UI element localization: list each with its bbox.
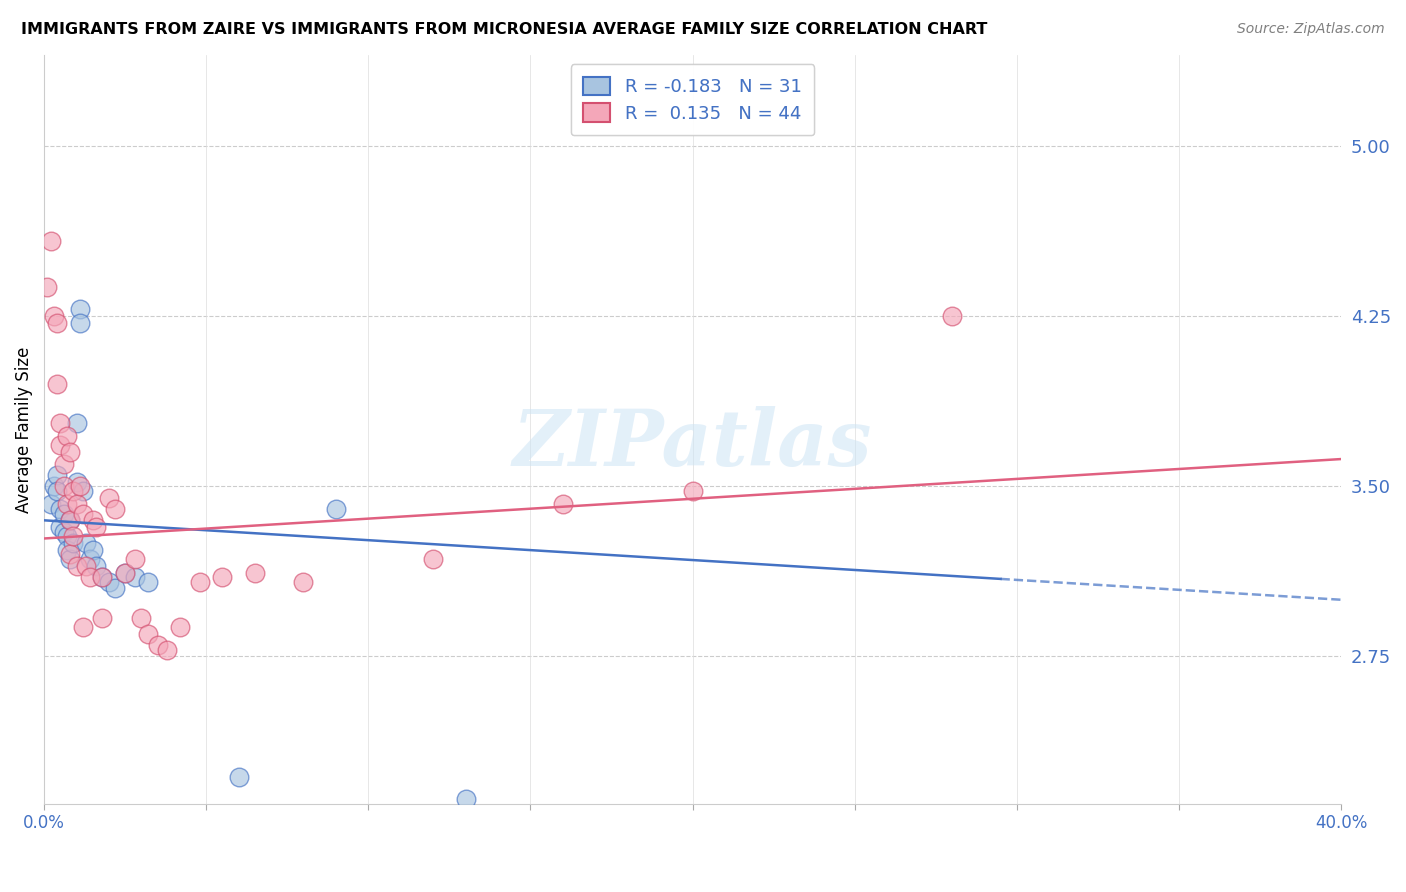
Point: [114, 566, 136, 580]
Point: [52, 479, 75, 493]
Point: [188, 574, 211, 589]
Point: [46, 483, 69, 498]
Point: [146, 638, 169, 652]
Point: [114, 566, 136, 580]
Point: [62, 529, 84, 543]
Legend: R = -0.183   N = 31, R =  0.135   N = 44: R = -0.183 N = 31, R = 0.135 N = 44: [571, 64, 814, 136]
Point: [941, 309, 963, 323]
Point: [156, 642, 179, 657]
Point: [56, 429, 79, 443]
Point: [52, 457, 75, 471]
Point: [91, 611, 114, 625]
Point: [84, 520, 107, 534]
Point: [46, 316, 69, 330]
Point: [104, 502, 127, 516]
Point: [91, 570, 114, 584]
Point: [124, 552, 146, 566]
Point: [75, 558, 97, 573]
Point: [243, 566, 266, 580]
Point: [72, 507, 94, 521]
Point: [72, 620, 94, 634]
Point: [65, 498, 87, 512]
Point: [454, 792, 477, 806]
Point: [56, 542, 79, 557]
Point: [52, 524, 75, 539]
Point: [59, 513, 82, 527]
Point: [82, 513, 104, 527]
Point: [46, 467, 69, 482]
Point: [42, 479, 65, 493]
Point: [62, 536, 84, 550]
Point: [59, 547, 82, 561]
Point: [292, 574, 315, 589]
Point: [82, 542, 104, 557]
Point: [104, 582, 127, 596]
Point: [59, 552, 82, 566]
Point: [69, 302, 91, 317]
Point: [124, 570, 146, 584]
Point: [84, 558, 107, 573]
Point: [228, 770, 250, 784]
Point: [37, 279, 59, 293]
Y-axis label: Average Family Size: Average Family Size: [15, 346, 32, 513]
Point: [79, 552, 101, 566]
Point: [39, 234, 62, 248]
Point: [169, 620, 191, 634]
Point: [56, 529, 79, 543]
Point: [97, 574, 120, 589]
Point: [59, 445, 82, 459]
Point: [49, 416, 72, 430]
Point: [136, 574, 159, 589]
Point: [59, 513, 82, 527]
Point: [56, 498, 79, 512]
Point: [136, 627, 159, 641]
Point: [72, 483, 94, 498]
Point: [682, 483, 704, 498]
Point: [211, 570, 233, 584]
Point: [49, 438, 72, 452]
Point: [79, 570, 101, 584]
Point: [75, 536, 97, 550]
Point: [97, 491, 120, 505]
Point: [551, 498, 574, 512]
Text: Source: ZipAtlas.com: Source: ZipAtlas.com: [1237, 22, 1385, 37]
Point: [39, 498, 62, 512]
Point: [52, 507, 75, 521]
Point: [49, 502, 72, 516]
Point: [46, 377, 69, 392]
Point: [65, 475, 87, 489]
Point: [65, 558, 87, 573]
Point: [325, 502, 347, 516]
Point: [42, 309, 65, 323]
Text: ZIPatlas: ZIPatlas: [513, 406, 872, 483]
Point: [62, 483, 84, 498]
Point: [49, 520, 72, 534]
Point: [91, 570, 114, 584]
Point: [69, 316, 91, 330]
Point: [69, 479, 91, 493]
Point: [422, 552, 444, 566]
Text: IMMIGRANTS FROM ZAIRE VS IMMIGRANTS FROM MICRONESIA AVERAGE FAMILY SIZE CORRELAT: IMMIGRANTS FROM ZAIRE VS IMMIGRANTS FROM…: [21, 22, 987, 37]
Point: [131, 611, 153, 625]
Point: [65, 416, 87, 430]
